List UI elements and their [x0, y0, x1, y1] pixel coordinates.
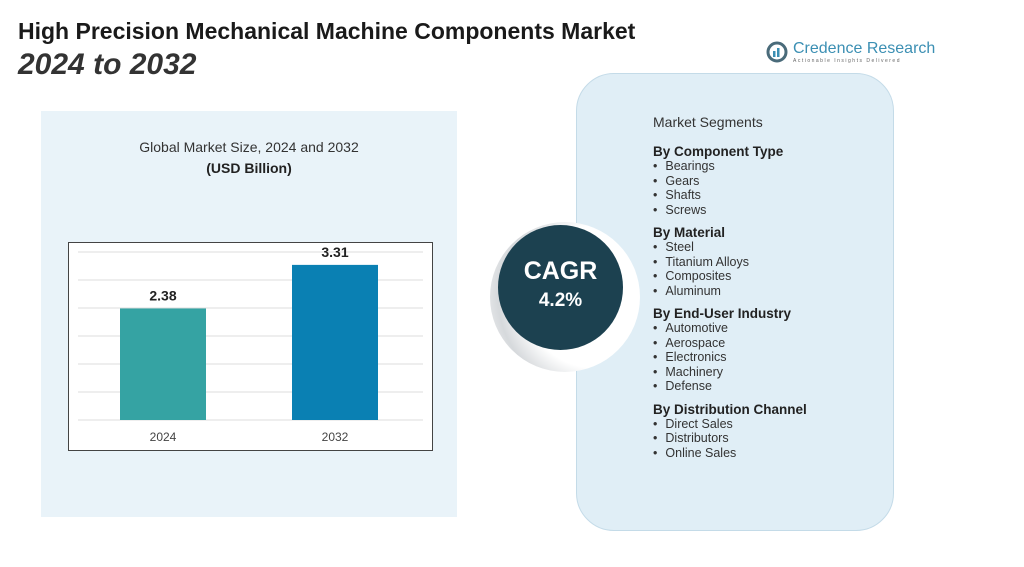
logo: Credence Research Actionable Insights Del… [766, 40, 935, 64]
segment-item: Distributors [653, 431, 807, 446]
data-label: 2.38 [149, 287, 176, 303]
chart-unit: (USD Billion) [206, 160, 292, 176]
bar-chart: 2.38 2024 3.31 2032 [68, 242, 433, 451]
x-tick-label: 2024 [150, 430, 177, 444]
chart-title: Global Market Size, 2024 and 2032 [139, 139, 359, 155]
segment-item: Aluminum [653, 284, 807, 299]
segment-group: By MaterialSteelTitanium AlloysComposite… [653, 225, 807, 298]
segment-item: Online Sales [653, 446, 807, 461]
bar-2032 [292, 264, 378, 420]
logo-name: Credence Research [793, 40, 936, 57]
segment-item: Automotive [653, 321, 807, 336]
segment-item: Direct Sales [653, 417, 807, 432]
segment-group: By Component TypeBearingsGearsShaftsScre… [653, 144, 807, 217]
segment-item: Machinery [653, 365, 807, 380]
segment-title: By Distribution Channel [653, 401, 807, 417]
logo-icon [766, 41, 788, 63]
market-segments: Market Segments By Component TypeBearing… [653, 114, 807, 460]
segment-title: By Component Type [653, 144, 784, 159]
segment-item: Composites [653, 269, 807, 284]
segment-item: Titanium Alloys [653, 255, 807, 270]
segment-title: By Material [653, 225, 726, 240]
segment-item: Gears [653, 174, 807, 189]
segment-item: Defense [653, 379, 807, 394]
page-title: High Precision Mechanical Machine Compon… [18, 18, 636, 44]
segment-item: Shafts [653, 188, 807, 203]
segment-group: By Distribution ChannelDirect SalesDistr… [653, 402, 807, 461]
segment-item: Screws [653, 203, 807, 218]
cagr-label: CAGR [523, 257, 598, 285]
data-label: 3.31 [321, 244, 348, 260]
segment-group: By End-User IndustryAutomotiveAerospaceE… [653, 306, 807, 394]
segments-heading: Market Segments [653, 114, 763, 130]
segment-title: By End-User Industry [653, 306, 792, 321]
segment-item: Bearings [653, 159, 807, 174]
page-subtitle: 2024 to 2032 [18, 48, 197, 81]
segment-item: Aerospace [653, 336, 807, 351]
cagr-value: 4.2% [538, 290, 583, 311]
x-tick-label: 2032 [322, 430, 349, 444]
segment-item: Electronics [653, 350, 807, 365]
logo-tagline: Actionable Insights Delivered [793, 58, 901, 64]
cagr-badge: CAGR 4.2% [498, 225, 623, 350]
segment-item: Steel [653, 240, 807, 255]
bar-2024 [120, 308, 206, 420]
